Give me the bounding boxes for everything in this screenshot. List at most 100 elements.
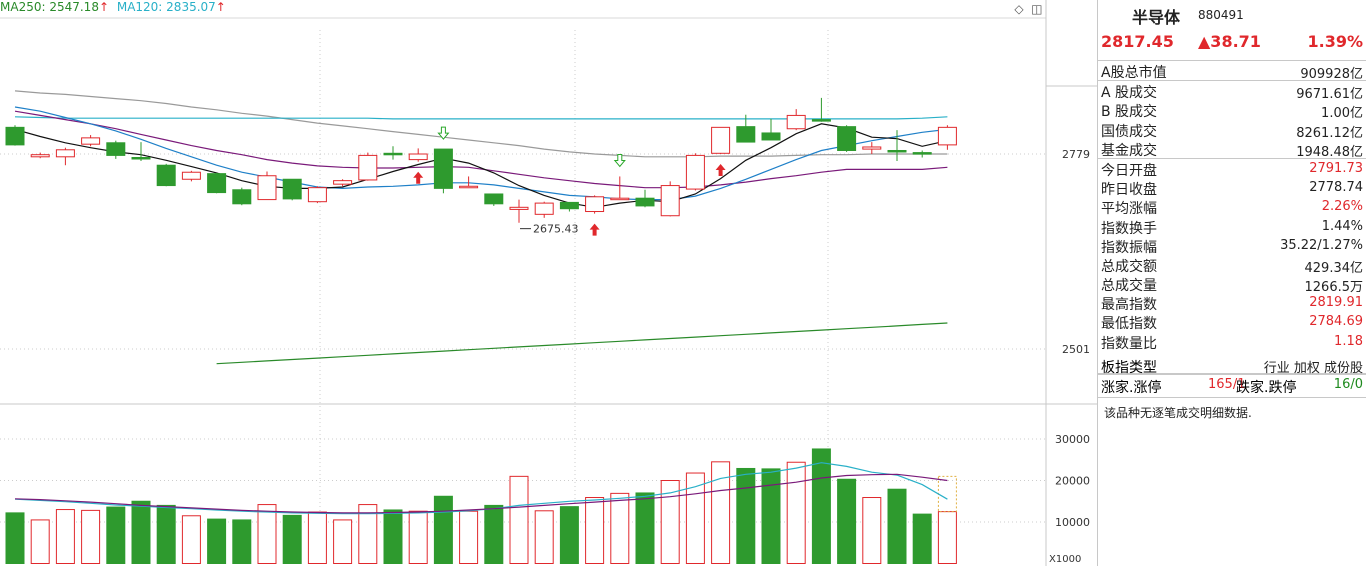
stat-label: A股总市值 <box>1101 65 1167 81</box>
volume-unit-label: X1000 <box>1049 554 1081 565</box>
chart-toolbar: ◇ ◫ <box>1012 2 1044 16</box>
volume-bar <box>207 518 227 564</box>
volume-bar <box>181 515 201 565</box>
stat-row: 指数量比 1.18 <box>1098 332 1366 352</box>
volume-bar <box>282 514 302 564</box>
sell-signal-icon <box>613 153 626 168</box>
stat-label: 最高指数 <box>1101 297 1157 314</box>
up-value: 165/1 <box>1208 377 1246 392</box>
volume-bar <box>131 500 151 564</box>
volume-bar <box>509 475 529 565</box>
candle <box>156 164 176 187</box>
stat-label: B 股成交 <box>1101 104 1158 121</box>
candle <box>459 185 479 189</box>
volume-bar <box>761 468 781 565</box>
stat-row: 最低指数 2784.69 <box>1098 312 1366 333</box>
stat-row: 指数振幅 35.22/1.27% <box>1098 236 1366 256</box>
volume-bar <box>257 504 277 565</box>
volume-bar <box>736 467 756 564</box>
stat-label: 国债成交 <box>1101 123 1157 140</box>
candle <box>761 132 781 141</box>
ma250-label: MA250: 2547.18↑ <box>0 0 110 14</box>
up-label: 涨家.涨停 <box>1101 380 1162 396</box>
candle <box>862 146 882 150</box>
chart-area[interactable]: 2779 2501 2675.43 30000 20000 10000 X1000 <box>0 0 1097 566</box>
stat-row: 今日开盘 2791.73 <box>1098 159 1366 179</box>
price-tick-label: 2779 <box>1062 148 1090 161</box>
ma-legend: MA250: 2547.18↑ MA120: 2835.07↑ <box>0 0 230 18</box>
stat-row: A股总市值 909928亿 <box>1098 61 1366 82</box>
volume-bar <box>585 497 605 565</box>
stat-row: 平均涨幅 2.26% <box>1098 197 1366 217</box>
stat-value: 1.18 <box>1334 333 1363 349</box>
candle <box>358 154 378 181</box>
stat-value: 1.00亿 <box>1321 106 1363 122</box>
volume-bar <box>408 510 428 564</box>
candle <box>534 202 554 215</box>
low-marker-label: 2675.43 <box>533 223 579 236</box>
candle <box>635 197 655 207</box>
panel-toggle-icon[interactable]: ◫ <box>1031 2 1043 16</box>
candle <box>610 197 630 201</box>
sell-signal-icon <box>437 126 450 140</box>
volume-bar <box>685 472 705 564</box>
price-tick-label: 2501 <box>1062 343 1090 356</box>
stat-value: 8261.12亿 <box>1296 125 1363 141</box>
volume-bar <box>887 488 907 564</box>
volume-bar <box>5 512 25 564</box>
stat-value: 2784.69 <box>1309 314 1363 330</box>
index-change: ▲38.71 <box>1198 32 1261 51</box>
stat-value: 1948.48亿 <box>1296 144 1363 160</box>
candle <box>811 119 831 122</box>
candle <box>383 152 403 156</box>
volume-bar <box>333 519 353 564</box>
volume-bar <box>232 519 252 564</box>
stat-label: 最低指数 <box>1101 316 1157 333</box>
buy-signal-icon <box>413 171 424 184</box>
stats-table: A股总市值 909928亿 A 股成交 9671.61亿 B 股成交 1.00亿 国债成交 8… <box>1098 61 1366 352</box>
candle <box>559 201 579 210</box>
stat-value: 2778.74 <box>1309 180 1363 196</box>
volume-bar <box>55 509 75 564</box>
down-label: 跌家.跌停 <box>1236 380 1297 396</box>
stat-label: 昨日收盘 <box>1101 182 1157 199</box>
breadth-row: 涨家.涨停 165/1 跌家.跌停 16/0 <box>1098 374 1366 398</box>
index-type-label: 板指类型 <box>1101 360 1157 376</box>
diamond-icon[interactable]: ◇ <box>1014 2 1024 16</box>
volume-bar <box>459 510 479 564</box>
volume-bar-projection <box>937 475 957 513</box>
candle <box>433 148 453 189</box>
volume-bar <box>484 504 504 564</box>
stat-value: 1.44% <box>1321 218 1363 234</box>
stat-value: 9671.61亿 <box>1296 87 1363 103</box>
ma-line <box>14 123 948 208</box>
volume-bar <box>81 509 101 565</box>
ma-line <box>14 110 948 189</box>
volume-bar <box>937 511 957 564</box>
volume-ma-line <box>14 473 948 514</box>
index-price: 2817.45 <box>1101 32 1174 51</box>
candle <box>786 114 806 130</box>
index-name: 半导体 <box>1132 8 1181 27</box>
candle <box>333 180 353 185</box>
volume-bar <box>635 492 655 565</box>
stat-row: 总成交量 1266.5万 <box>1098 274 1366 295</box>
volume-bar <box>106 506 126 564</box>
candle <box>937 126 957 146</box>
volume-bar <box>383 509 403 564</box>
stat-value: 429.34亿 <box>1304 260 1364 276</box>
volume-bar <box>711 461 731 565</box>
stat-row: 最高指数 2819.91 <box>1098 293 1366 314</box>
candle <box>55 149 75 158</box>
index-header: 半导体 880491 <box>1098 0 1366 27</box>
volume-tick-label: 20000 <box>1055 475 1090 488</box>
ma-line <box>14 90 948 158</box>
candle <box>232 189 252 205</box>
candle <box>711 126 731 154</box>
candle <box>106 142 126 156</box>
candle <box>5 126 25 146</box>
volume-bar <box>30 519 50 564</box>
index-type-value[interactable]: 行业 加权 成份股 <box>1263 361 1363 376</box>
stat-row: 指数换手 1.44% <box>1098 217 1366 237</box>
ma-line <box>216 322 948 365</box>
